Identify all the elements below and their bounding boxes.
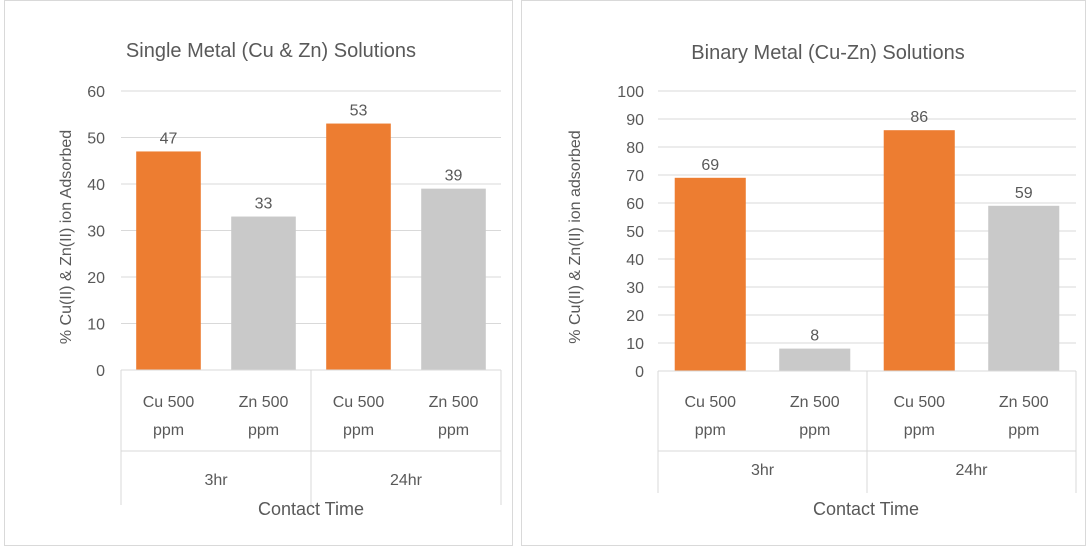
bar (674, 177, 746, 371)
data-label: 33 (255, 196, 273, 213)
y-axis-label: % Cu(II) & Zn(II) ion adsorbed (567, 130, 584, 343)
group-label: 3hr (751, 462, 775, 479)
category-label: Cu 500 (893, 394, 945, 411)
category-label: ppm (1008, 422, 1039, 439)
bar (779, 348, 851, 371)
x-axis-label: Contact Time (813, 499, 919, 519)
category-label: Zn 500 (790, 394, 840, 411)
x-axis-label: Contact Time (258, 499, 364, 519)
bar (231, 216, 296, 370)
data-label: 86 (910, 109, 928, 126)
y-tick-label: 20 (87, 270, 105, 287)
data-label: 47 (160, 130, 178, 147)
category-label: ppm (904, 422, 935, 439)
y-tick-label: 60 (626, 196, 644, 213)
y-tick-label: 90 (626, 112, 644, 129)
category-label: ppm (695, 422, 726, 439)
y-tick-label: 40 (626, 252, 644, 269)
data-label: 8 (810, 328, 819, 345)
category-label: Cu 500 (333, 394, 385, 411)
chart-binary-metal: Binary Metal (Cu-Zn) Solutions 0 10 20 30 40 5… (567, 42, 1077, 519)
category-label: Cu 500 (684, 394, 736, 411)
y-tick-label: 30 (87, 224, 105, 241)
y-tick-label: 50 (626, 224, 644, 241)
group-label: 24hr (955, 462, 988, 479)
y-tick-label: 70 (626, 168, 644, 185)
category-label: ppm (799, 422, 830, 439)
y-tick-label: 20 (626, 308, 644, 325)
bar (988, 205, 1060, 371)
data-label: 53 (350, 103, 368, 120)
category-label: Zn 500 (239, 394, 289, 411)
y-tick-label: 30 (626, 280, 644, 297)
bar (326, 123, 391, 370)
data-label: 69 (701, 157, 719, 174)
group-label: 24hr (390, 472, 423, 489)
y-tick-label: 10 (87, 317, 105, 334)
bar (136, 151, 201, 370)
y-tick-label: 50 (87, 131, 105, 148)
chart-title: Single Metal (Cu & Zn) Solutions (126, 40, 416, 62)
chart-single-metal: Single Metal (Cu & Zn) Solutions 0 10 20 30 4… (58, 40, 502, 519)
category-label: ppm (343, 422, 374, 439)
y-tick-label: 10 (626, 336, 644, 353)
chart-title: Binary Metal (Cu-Zn) Solutions (691, 42, 964, 64)
category-label: Cu 500 (143, 394, 195, 411)
chart-panel-binary-metal: Binary Metal (Cu-Zn) Solutions 0 10 20 30 40 5… (521, 0, 1086, 546)
chart-panel-single-metal: Single Metal (Cu & Zn) Solutions 0 10 20 30 4… (4, 0, 513, 546)
y-tick-label: 0 (635, 364, 644, 381)
bar (421, 188, 486, 370)
bar (883, 130, 955, 371)
y-tick-label: 0 (96, 363, 105, 380)
group-label: 3hr (204, 472, 228, 489)
y-axis-label: % Cu(II) & Zn(II) ion Adsorbed (58, 130, 75, 344)
y-tick-label: 60 (87, 84, 105, 101)
y-tick-label: 80 (626, 140, 644, 157)
category-label: Zn 500 (999, 394, 1049, 411)
data-label: 59 (1015, 185, 1033, 202)
y-tick-label: 100 (617, 84, 644, 101)
category-label: ppm (438, 422, 469, 439)
category-label: ppm (153, 422, 184, 439)
category-label: Zn 500 (429, 394, 479, 411)
category-label: ppm (248, 422, 279, 439)
data-label: 39 (445, 168, 463, 185)
y-tick-label: 40 (87, 177, 105, 194)
